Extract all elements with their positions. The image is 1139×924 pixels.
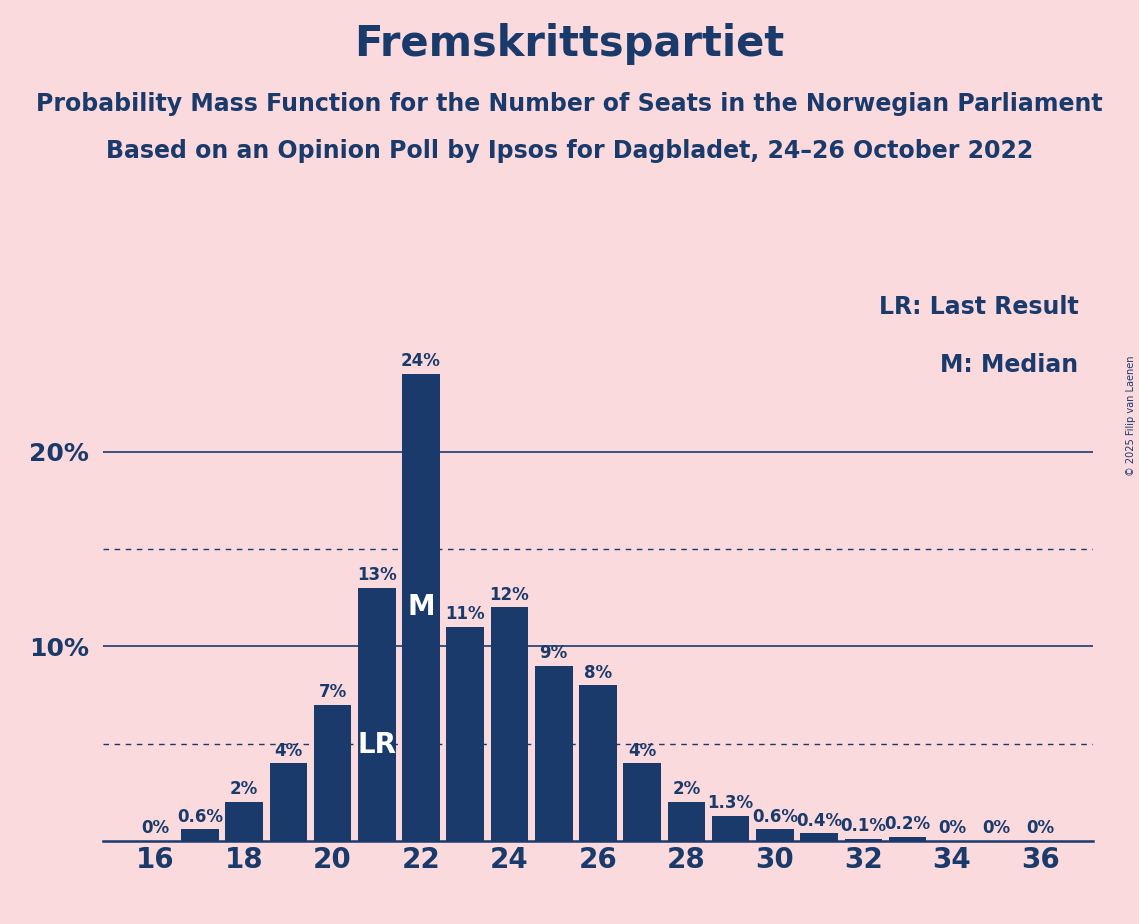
Bar (535, 666, 573, 841)
Text: 4%: 4% (628, 742, 656, 760)
Text: LR: LR (358, 731, 396, 759)
Text: 8%: 8% (584, 663, 612, 682)
Text: 0.2%: 0.2% (885, 816, 931, 833)
Text: 0%: 0% (141, 820, 170, 837)
Bar (667, 802, 705, 841)
Text: 0%: 0% (1026, 820, 1055, 837)
Text: 0%: 0% (937, 820, 966, 837)
Text: 13%: 13% (357, 566, 396, 585)
Bar (756, 829, 794, 841)
Bar (623, 763, 661, 841)
Bar (446, 626, 484, 841)
Text: 0.6%: 0.6% (177, 808, 223, 826)
Text: 7%: 7% (319, 683, 346, 701)
Text: Fremskrittspartiet: Fremskrittspartiet (354, 23, 785, 65)
Text: 24%: 24% (401, 352, 441, 371)
Bar (270, 763, 308, 841)
Text: M: M (408, 593, 435, 622)
Text: Based on an Opinion Poll by Ipsos for Dagbladet, 24–26 October 2022: Based on an Opinion Poll by Ipsos for Da… (106, 139, 1033, 163)
Text: 4%: 4% (274, 742, 303, 760)
Text: 1.3%: 1.3% (707, 794, 754, 812)
Text: LR: Last Result: LR: Last Result (879, 295, 1079, 319)
Bar (226, 802, 263, 841)
Text: 2%: 2% (672, 781, 700, 798)
Text: 0.6%: 0.6% (752, 808, 798, 826)
Text: Probability Mass Function for the Number of Seats in the Norwegian Parliament: Probability Mass Function for the Number… (36, 92, 1103, 116)
Bar (358, 588, 395, 841)
Bar (402, 374, 440, 841)
Bar (845, 839, 883, 841)
Bar (579, 686, 617, 841)
Text: 0.4%: 0.4% (796, 811, 842, 830)
Bar (181, 829, 219, 841)
Text: M: Median: M: Median (941, 353, 1079, 377)
Bar (491, 607, 528, 841)
Bar (712, 816, 749, 841)
Bar (888, 837, 926, 841)
Text: 9%: 9% (540, 644, 568, 663)
Bar (313, 705, 351, 841)
Text: 12%: 12% (490, 586, 530, 604)
Text: 2%: 2% (230, 781, 259, 798)
Text: 11%: 11% (445, 605, 485, 624)
Text: 0.1%: 0.1% (841, 818, 886, 835)
Text: 0%: 0% (982, 820, 1010, 837)
Bar (801, 833, 838, 841)
Text: © 2025 Filip van Laenen: © 2025 Filip van Laenen (1126, 356, 1136, 476)
